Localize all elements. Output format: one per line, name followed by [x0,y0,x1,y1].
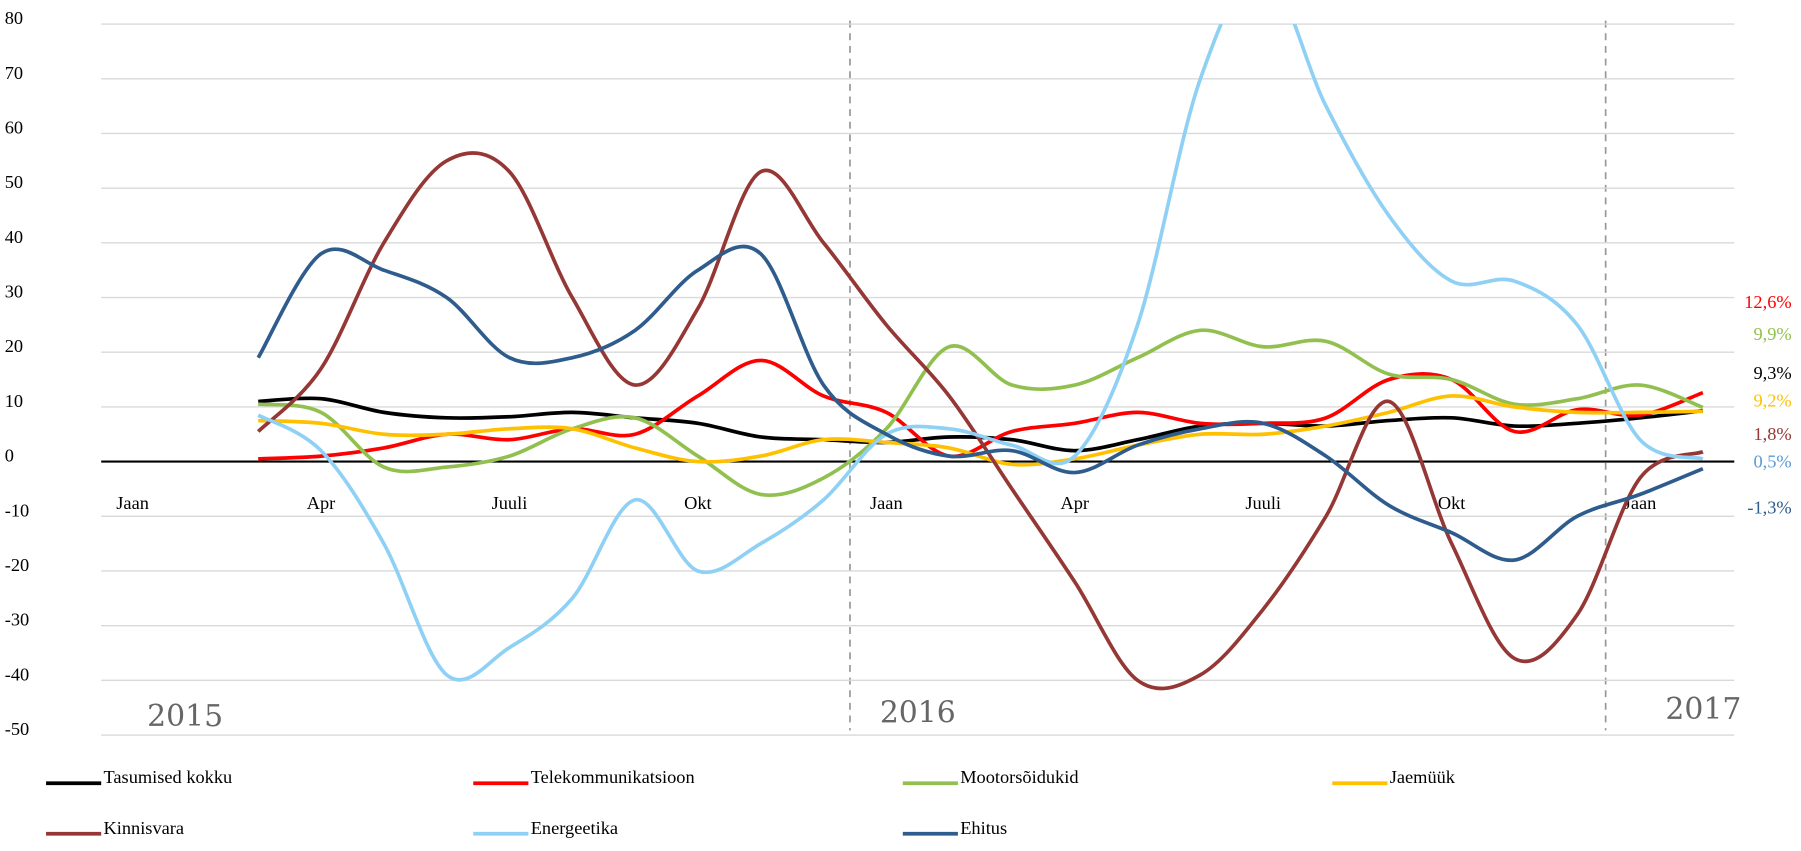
y-tick-label: 10 [5,391,23,411]
end-label: 9,3% [1753,363,1791,383]
y-tick-label: 60 [5,117,23,137]
y-tick-label: -40 [5,664,29,684]
x-tick-label: Okt [1438,493,1466,513]
series-line [258,358,1704,461]
series-line [258,394,1703,467]
end-label: 9,9% [1753,324,1791,344]
y-tick-label: 80 [5,8,23,28]
end-label: 9,2% [1753,391,1791,411]
series-line [257,24,1704,682]
y-tick-label: 70 [5,63,23,83]
plot-area [256,24,1704,691]
legend-label: Energeetika [531,818,618,838]
series-line [257,328,1704,497]
y-tick-label: 20 [5,336,23,356]
year-label: 2015 [147,699,223,734]
y-tick-label: 50 [5,172,23,192]
end-label: 0,5% [1753,451,1791,471]
x-tick-label: Apr [1060,493,1089,513]
legend-label: Mootorsõidukid [960,767,1078,787]
y-tick-label: 40 [5,227,23,247]
y-tick-label: 0 [5,446,14,466]
x-tick-label: Juuli [492,493,528,513]
year-label: 2016 [880,695,956,730]
y-tick-label: -30 [5,610,29,630]
legend-label: Telekommunikatsioon [531,767,695,787]
y-tick-label: -50 [5,719,29,739]
y-tick-label: -20 [5,555,29,575]
y-tick-label: 30 [5,282,23,302]
x-tick-label: Jaan [116,493,149,513]
y-tick-label: -10 [5,500,29,520]
end-label: 1,8% [1753,424,1791,444]
end-label: -1,3% [1747,497,1791,517]
end-label: 12,6% [1744,292,1791,312]
x-tick-label: Apr [307,493,336,513]
legend-label: Ehitus [960,818,1007,838]
legend-label: Kinnisvara [103,818,184,838]
x-tick-label: Juuli [1245,493,1281,513]
series-line [256,151,1704,691]
series-line [256,244,1704,562]
year-label: 2017 [1665,692,1741,727]
legend-label: Jaemüük [1390,767,1456,787]
legend-label: Tasumised kokku [103,767,232,787]
x-tick-label: Jaan [870,493,903,513]
x-tick-label: Okt [684,493,712,513]
